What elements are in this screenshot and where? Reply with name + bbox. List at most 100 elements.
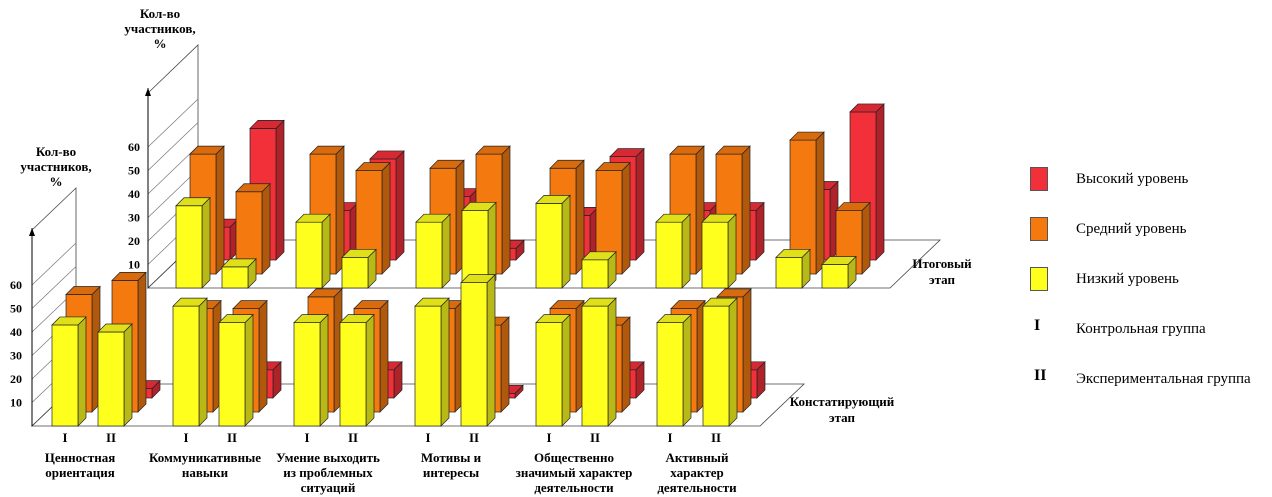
- y-tick-label: 20: [128, 234, 140, 248]
- bar-low: [581, 250, 617, 289]
- y-tick-label: 50: [10, 302, 22, 316]
- bar-side: [682, 313, 692, 427]
- category-label: Мотивы и интересы: [421, 450, 482, 480]
- bar-low: [460, 273, 496, 427]
- bar-low: [172, 297, 208, 427]
- gridline: [31, 266, 77, 309]
- initial-stage-chart: 10 20 30 40 50 60 Кол-во участников, % Констатиру…: [10, 144, 895, 427]
- bar-top: [339, 314, 375, 323]
- bar-top: [235, 183, 271, 193]
- bar-side: [261, 182, 271, 275]
- bar-top: [369, 150, 405, 160]
- bar-low: [341, 248, 377, 289]
- bar-low: [581, 297, 617, 427]
- y-tick-label: 10: [10, 396, 22, 410]
- bar-front: [821, 264, 849, 289]
- bar-front: [775, 257, 803, 289]
- bar-side: [755, 201, 765, 261]
- group-label-control: I: [546, 430, 551, 445]
- category-label: Активный характер деятельности: [657, 450, 737, 495]
- bar-top: [111, 272, 147, 281]
- bar-front: [701, 221, 729, 289]
- bar-top: [218, 314, 254, 323]
- bar-front: [414, 305, 442, 427]
- y-axis-arrow: [29, 228, 35, 236]
- bar-top: [353, 300, 389, 309]
- bar-top: [221, 258, 257, 268]
- y-tick-label: 40: [128, 187, 140, 201]
- bar-top: [655, 213, 691, 223]
- bar-front: [339, 322, 367, 427]
- stage-label: Констатирующий этап: [790, 394, 895, 425]
- bar-side: [137, 271, 147, 413]
- bar-side: [621, 161, 631, 275]
- legend-label: Экспериментальная группа: [1076, 371, 1251, 387]
- group-label-control: I: [425, 430, 430, 445]
- bar-top: [341, 249, 377, 258]
- bar-top: [581, 297, 617, 307]
- bar-top: [670, 300, 706, 309]
- bar-top: [475, 145, 511, 155]
- bar-side: [742, 288, 752, 413]
- bar-front: [221, 266, 249, 289]
- bar-side: [728, 297, 738, 427]
- legend-swatch-low: [1030, 267, 1048, 291]
- group-label-experimental: II: [106, 430, 116, 445]
- bar-side: [875, 103, 885, 261]
- bar-top: [715, 145, 751, 155]
- bar-front: [535, 203, 563, 289]
- bar-front: [341, 257, 369, 289]
- bar-side: [575, 159, 585, 275]
- bar-top: [307, 288, 343, 298]
- bar-low: [218, 313, 254, 427]
- bar-top: [789, 131, 825, 141]
- group-label-experimental: II: [469, 430, 479, 445]
- group-label-experimental: II: [348, 430, 358, 445]
- y-tick-label: 60: [128, 140, 140, 154]
- bar-top: [175, 197, 211, 207]
- bar-front: [581, 305, 609, 427]
- bar-low: [775, 248, 811, 289]
- bar-side: [561, 313, 571, 427]
- bar-top: [249, 120, 285, 129]
- bar-low: [821, 255, 857, 289]
- y-tick-label: 30: [10, 349, 22, 363]
- bar-top: [355, 162, 391, 171]
- bar-side: [258, 299, 268, 413]
- bar-top: [51, 316, 87, 326]
- gridline: [31, 242, 77, 286]
- legend-item-high: Высокий уровень: [1030, 165, 1270, 215]
- gridline: [147, 98, 199, 148]
- group-label-control: I: [183, 430, 188, 445]
- bar-front: [702, 305, 730, 427]
- bar-top: [775, 249, 811, 258]
- legend-swatch-high: [1030, 167, 1048, 191]
- bar-side: [321, 213, 331, 289]
- bar-top: [415, 213, 451, 223]
- bar-side: [201, 196, 211, 289]
- bar-top: [172, 297, 208, 307]
- bar-front: [656, 322, 684, 427]
- legend-symbol: I: [1034, 317, 1041, 334]
- bar-top: [702, 297, 738, 307]
- bar-top: [460, 274, 496, 283]
- bar-side: [727, 213, 737, 289]
- category-label: Умение выходить из проблемных ситуаций: [276, 450, 380, 495]
- bar-top: [821, 256, 857, 265]
- bar-front: [218, 322, 246, 427]
- bar-low: [339, 313, 375, 427]
- category-label: Коммуникативные навыки: [149, 450, 261, 480]
- bar-side: [77, 316, 87, 427]
- bar-front: [175, 205, 203, 289]
- bar-side: [244, 313, 254, 427]
- bar-top: [835, 202, 871, 211]
- y-axis-title: Кол-во участников,%: [124, 6, 195, 51]
- bar-low: [535, 194, 571, 289]
- legend-item-low: Низкий уровень: [1030, 265, 1270, 315]
- bar-low: [656, 313, 692, 427]
- bar-side: [815, 131, 825, 275]
- category-label: Общественно значимый характер деятельности: [516, 450, 633, 495]
- bar-top: [669, 145, 705, 155]
- bar-side: [319, 313, 329, 427]
